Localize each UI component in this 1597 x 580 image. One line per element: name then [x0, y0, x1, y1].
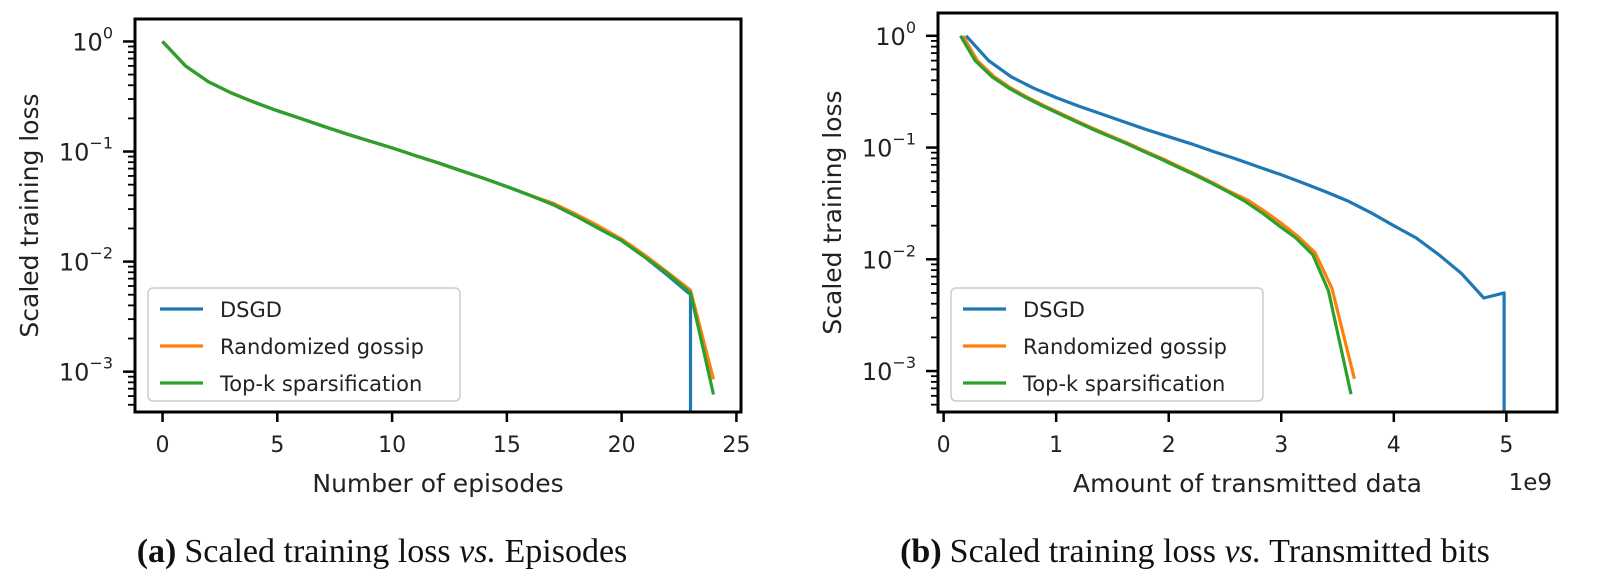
- legend-label: DSGD: [1023, 298, 1085, 322]
- legend-box: [147, 287, 461, 402]
- x-tick-label: 3: [1274, 433, 1288, 458]
- series-line-topk: [959, 34, 1353, 395]
- plot-frame: [936, 11, 1559, 414]
- x-tick-label: 10: [378, 433, 406, 458]
- x-tick-label: 20: [608, 433, 636, 458]
- series-line-dsgd: [964, 34, 1506, 412]
- x-tick-label: 5: [1499, 433, 1513, 458]
- x-tick-label: 15: [493, 433, 521, 458]
- plot-area: [161, 40, 716, 412]
- plot-frame: [133, 17, 743, 414]
- x-tick-label: 0: [937, 433, 951, 458]
- x-tick-label: 4: [1387, 433, 1401, 458]
- y-tick-label: 10−2: [862, 241, 916, 274]
- x-offset-text: 1e9: [1509, 470, 1552, 496]
- y-axis-label: Scaled training loss: [15, 93, 44, 337]
- chart-a: 0 5 10 15 20 25 100 10−1 10−2 10−3 Number of episo…: [15, 17, 750, 570]
- x-tick-label: 5: [270, 433, 284, 458]
- legend-label: Randomized gossip: [1023, 335, 1227, 359]
- chart-b: 0 1 2 3 4 5 100 10−1 10−2 10−3 Amount of transmitt…: [818, 11, 1559, 570]
- legend-label: Top-k sparsification: [219, 372, 422, 396]
- x-tick-label: 1: [1049, 433, 1063, 458]
- x-tick-label: 25: [722, 433, 750, 458]
- figure-caption: (b) Scaled training loss vs. Transmitted …: [900, 533, 1490, 570]
- y-tick-label: 100: [875, 18, 916, 51]
- y-tick-label: 100: [72, 23, 113, 56]
- x-axis-label: Amount of transmitted data: [1073, 469, 1422, 498]
- x-tick-label: 2: [1162, 433, 1176, 458]
- y-tick-label: 10−1: [59, 134, 113, 167]
- y-tick-label: 10−3: [59, 354, 113, 387]
- legend-label: Randomized gossip: [220, 335, 424, 359]
- legend-box: [950, 287, 1264, 402]
- figure-caption: (a) Scaled training loss vs. Episodes: [137, 533, 628, 570]
- x-axis-label: Number of episodes: [312, 469, 563, 498]
- series-line-topk: [161, 40, 716, 395]
- y-tick-label: 10−2: [59, 244, 113, 277]
- x-tick-label: 0: [156, 433, 170, 458]
- y-tick-label: 10−1: [862, 130, 916, 163]
- y-tick-label: 10−3: [862, 353, 916, 386]
- legend: DSGD Randomized gossip Top-k sparsificatio…: [950, 287, 1264, 402]
- legend: DSGD Randomized gossip Top-k sparsificatio…: [147, 287, 461, 402]
- legend-label: DSGD: [220, 298, 282, 322]
- plot-area: [959, 34, 1506, 412]
- y-axis-label: Scaled training loss: [818, 90, 847, 334]
- legend-label: Top-k sparsification: [1022, 372, 1225, 396]
